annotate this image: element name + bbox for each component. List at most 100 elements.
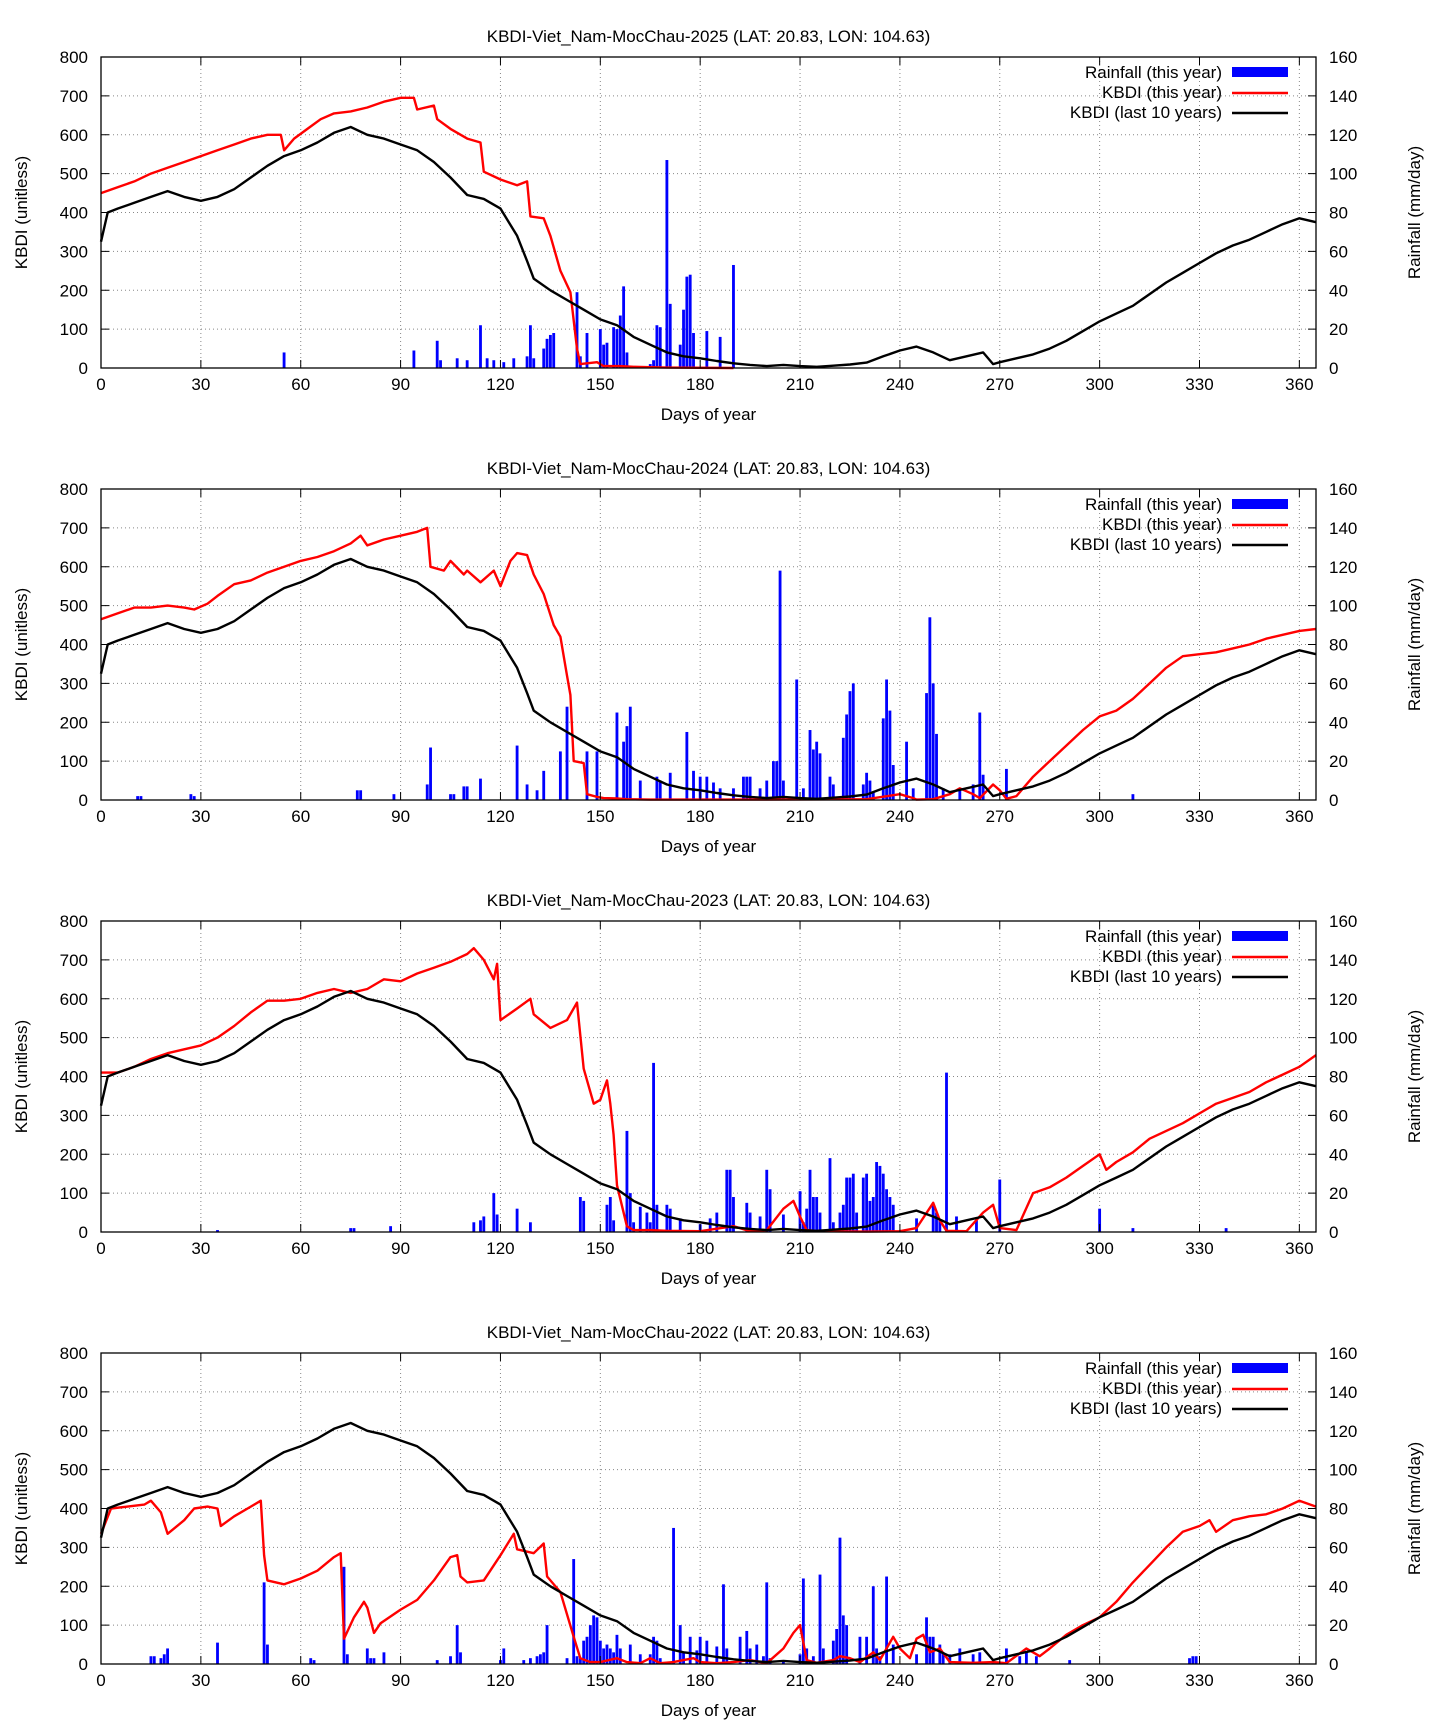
x-tick-label: 120 [486,1239,514,1258]
rainfall-bar [868,1200,872,1232]
rainfall-bar [389,1226,393,1232]
y2-tick-label: 160 [1329,48,1357,67]
y-tick-label: 500 [60,165,88,184]
rainfall-bar [718,336,722,368]
rainfall-bar [645,1212,649,1232]
rainfall-bar [811,749,815,800]
x-tick-label: 0 [96,1239,105,1258]
y2-tick-label: 0 [1329,1655,1338,1674]
legend-kbdi-last-10-years-label: KBDI (last 10 years) [1070,535,1222,554]
y2-axis-label: Rainfall (mm/day) [1405,1010,1424,1143]
rainfall-bar [1194,1656,1198,1664]
y-tick-label: 500 [60,1461,88,1480]
y2-tick-label: 60 [1329,1538,1348,1557]
x-tick-label: 30 [191,807,210,826]
y2-tick-label: 60 [1329,242,1348,261]
rainfall-bar [575,292,579,368]
rainfall-bar [1024,1652,1028,1664]
x-tick-label: 300 [1085,1239,1113,1258]
x-tick-label: 150 [586,1239,614,1258]
rainfall-bar [192,796,196,800]
rainfall-bar [618,315,622,368]
rainfall-bar [595,751,599,800]
rainfall-bar [625,1130,629,1232]
legend-kbdi-this-year-label: KBDI (this year) [1102,515,1222,534]
x-tick-label: 60 [291,1239,310,1258]
rainfall-bar [648,1222,652,1232]
x-tick-label: 180 [686,807,714,826]
rainfall-bar [455,358,459,368]
rainfall-bar [978,712,982,800]
rainfall-bar [851,683,855,800]
x-tick-label: 150 [586,807,614,826]
y2-tick-label: 100 [1329,597,1357,616]
legend-kbdi-last-10-years-label: KBDI (last 10 years) [1070,103,1222,122]
rainfall-bar [369,1658,373,1664]
rainfall-bar [811,1197,815,1232]
rainfall-bar [355,790,359,800]
rainfall-bar [435,340,439,368]
x-tick-label: 120 [486,375,514,394]
rainfall-bar [885,1576,889,1664]
rainfall-bar [811,1656,815,1664]
y-tick-label: 800 [60,912,88,931]
rainfall-bar [708,1218,712,1232]
rainfall-bar [658,327,662,368]
rainfall-bar [535,1656,539,1664]
rainfall-bar [845,714,849,800]
rainfall-bar [801,1578,805,1664]
rainfall-bar [652,1636,655,1664]
rainfall-bar [848,691,852,800]
y-axis-label: KBDI (unitless) [12,588,31,701]
rainfall-bar [748,776,752,800]
y-tick-label: 700 [60,1383,88,1402]
rainfall-bar [871,792,875,800]
x-axis-label: Days of year [661,837,757,856]
y-tick-label: 600 [60,558,88,577]
rainfall-bar [582,1200,586,1232]
rainfall-bar [865,1636,869,1664]
rainfall-bar [602,344,606,368]
y-axis-label: KBDI (unitless) [12,1452,31,1565]
y2-tick-label: 60 [1329,1106,1348,1125]
rainfall-bar [585,333,589,368]
rainfall-bar [971,1654,975,1664]
rainfall-bar [512,358,516,368]
rainfall-bar [668,1208,672,1232]
rainfall-bar [582,1640,586,1664]
legend-kbdi-last-10-years-label: KBDI (last 10 years) [1070,1399,1222,1418]
y-tick-label: 300 [60,242,88,261]
rainfall-bar [502,1648,506,1664]
rainfall-bar [1018,1656,1022,1664]
rainfall-bar [925,693,928,800]
rainfall-bar [955,1216,958,1232]
rainfall-bar [905,741,908,800]
rainfall-bar [149,1656,153,1664]
rainfall-bar [945,1072,948,1232]
rainfall-bar [871,1586,875,1664]
rainfall-bar [765,780,769,800]
rainfall-bar [638,780,642,800]
rainfall-bar [528,325,532,368]
y-tick-label: 0 [79,359,88,378]
rainfall-bar [1068,1660,1072,1664]
rainfall-bar [592,1615,596,1664]
rainfall-bar [732,1197,735,1232]
rainfall-bar [738,1636,742,1664]
x-tick-label: 240 [886,807,914,826]
rainfall-bar [732,264,735,368]
rainfall-bar [588,1625,592,1664]
y2-tick-label: 120 [1329,558,1357,577]
y-tick-label: 300 [60,1538,88,1557]
y-tick-label: 100 [60,1616,88,1635]
rainfall-bar [665,1204,669,1232]
rainfall-bar [1224,1228,1228,1232]
rainfall-bar [522,1660,526,1664]
rainfall-bar [189,794,193,800]
rainfall-bar [382,1652,386,1664]
rainfall-bar [748,1648,752,1664]
rainfall-bar [678,1218,682,1232]
rainfall-bar [658,1658,662,1664]
rainfall-bar [698,776,702,800]
